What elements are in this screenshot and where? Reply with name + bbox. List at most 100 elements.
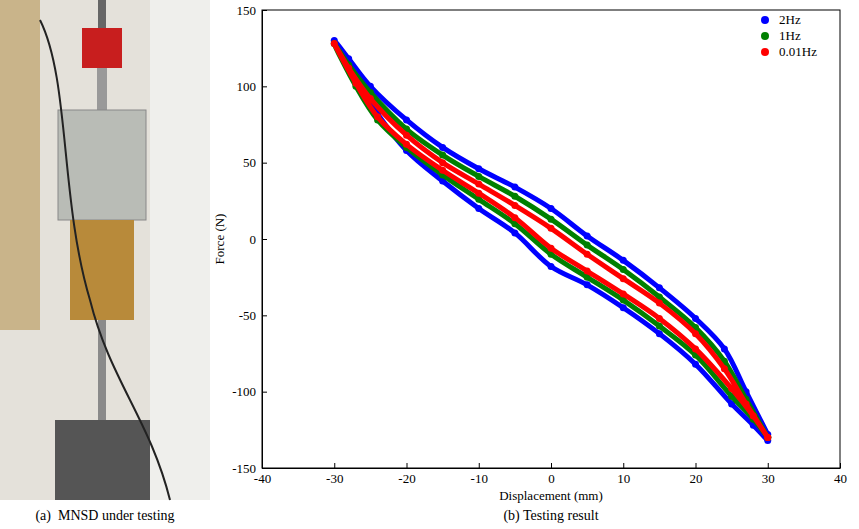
series-line	[334, 44, 768, 438]
series-point	[584, 268, 591, 275]
photo-cylinder	[70, 220, 134, 320]
series-point	[475, 173, 482, 180]
tick-label: 100	[237, 79, 257, 94]
series-point	[475, 205, 482, 212]
tick: 0	[548, 463, 555, 486]
tick-mark	[262, 392, 267, 393]
tick: 20	[690, 463, 703, 486]
legend-marker	[761, 48, 769, 56]
caption: (a) MNSD under testing	[35, 508, 174, 524]
tick-mark	[479, 463, 480, 468]
series-point	[439, 144, 446, 151]
series-point	[692, 330, 699, 337]
series-point	[764, 434, 771, 441]
series-point	[584, 242, 591, 249]
legend-marker	[761, 32, 769, 40]
series-point	[345, 65, 352, 72]
tick-label: 150	[237, 3, 257, 18]
series-point	[475, 190, 482, 197]
tick: -150	[232, 461, 267, 476]
tick-mark	[696, 463, 697, 468]
tick-mark	[262, 239, 267, 240]
series-point	[367, 95, 374, 102]
series-point	[656, 323, 663, 330]
tick: -10	[471, 463, 488, 486]
tick-mark	[551, 463, 552, 468]
series-point	[764, 434, 771, 441]
tick-mark	[768, 463, 769, 468]
series-point	[374, 113, 381, 120]
tick: -50	[239, 308, 267, 323]
tick: 30	[762, 463, 775, 486]
series-point	[511, 202, 518, 209]
tick-mark	[262, 468, 267, 469]
tick-mark	[262, 315, 267, 316]
tick-label: -10	[471, 471, 488, 486]
tick: -30	[326, 463, 343, 486]
photo-background	[0, 0, 210, 500]
series-point	[692, 361, 699, 368]
series-point	[548, 225, 555, 232]
series-point	[692, 315, 699, 322]
series-point	[331, 40, 338, 47]
tick-label: 0	[548, 471, 555, 486]
series-point	[584, 281, 591, 288]
series-point	[352, 80, 359, 87]
series-point	[403, 116, 410, 123]
series-point	[511, 229, 518, 236]
series-point	[721, 345, 728, 352]
photo-cable	[40, 20, 170, 500]
tick-mark	[262, 10, 267, 11]
tick-label: -20	[398, 471, 415, 486]
plot-data	[331, 37, 772, 444]
series-point	[656, 300, 663, 307]
photo	[0, 0, 210, 500]
photo-chuck	[55, 420, 150, 500]
photo-rod	[98, 0, 106, 30]
series-point	[475, 181, 482, 188]
series-point	[728, 385, 735, 392]
tick: -20	[398, 463, 415, 486]
tick: 10	[617, 463, 630, 486]
series-point	[656, 315, 663, 322]
series-point	[331, 40, 338, 47]
tick-label: 10	[617, 471, 630, 486]
series-point	[584, 251, 591, 258]
series-point	[439, 167, 446, 174]
plot-frame	[262, 10, 840, 468]
series-point	[548, 216, 555, 223]
series-point	[620, 275, 627, 282]
tick: 0	[250, 232, 268, 247]
tick-mark	[334, 463, 335, 468]
series-line	[334, 44, 768, 438]
tick: 40	[834, 463, 847, 486]
x-axis: -40 -30 -20 -10 0 10 20 30 40	[254, 463, 847, 486]
tick-mark	[840, 463, 841, 468]
legend-label: 2Hz	[779, 12, 801, 27]
tick-mark	[262, 86, 267, 87]
series-point	[439, 152, 446, 159]
series-point	[511, 184, 518, 191]
y-axis-title: Force (N)	[212, 214, 227, 265]
series-point	[511, 214, 518, 221]
series-point	[692, 345, 699, 352]
tick-label: -150	[232, 461, 256, 476]
series-point	[764, 434, 771, 441]
legend-label: 1Hz	[779, 28, 801, 43]
series-point	[548, 245, 555, 252]
tick-label: -50	[239, 308, 256, 323]
tick-label: -40	[254, 471, 271, 486]
legend: 2Hz1Hz0.01Hz	[761, 12, 817, 59]
tick-label: 20	[690, 471, 703, 486]
x-axis-line	[263, 468, 841, 469]
legend-marker	[761, 16, 769, 24]
tick-label: 40	[834, 471, 847, 486]
series-point	[656, 284, 663, 291]
tick: 150	[237, 3, 268, 18]
series-point	[620, 257, 627, 264]
photo-load-cell	[82, 28, 122, 68]
figure: -40-30-20-10010203040-150-100-5005010015…	[0, 0, 859, 529]
series-point	[743, 400, 750, 407]
legend-label: 0.01Hz	[779, 44, 817, 59]
tick-label: 0	[250, 232, 257, 247]
